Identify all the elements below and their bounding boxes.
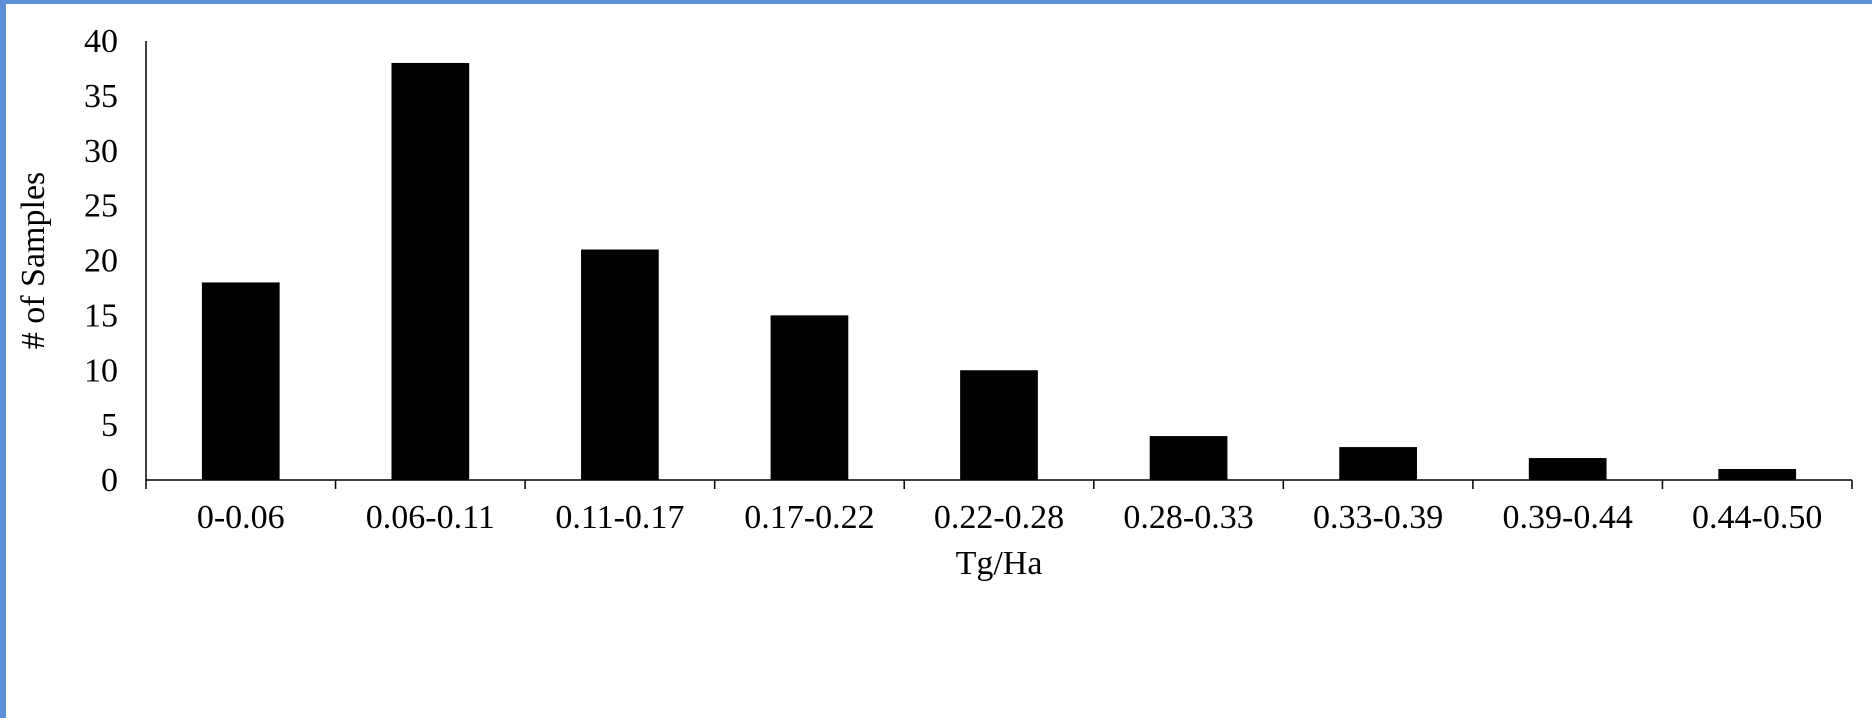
bar bbox=[770, 315, 849, 480]
y-tick-label: 0 bbox=[101, 462, 118, 499]
x-tick-labels: 0-0.06 0.06-0.11 0.11-0.17 0.17-0.22 0.22-0.… bbox=[197, 499, 1823, 536]
bar bbox=[581, 249, 659, 480]
bar bbox=[1528, 458, 1607, 480]
y-tick-label: 30 bbox=[84, 133, 118, 170]
y-tick-label: 10 bbox=[84, 352, 118, 389]
y-tick-labels: 0 5 10 15 20 25 30 35 40 bbox=[84, 23, 118, 499]
x-tick-label: 0-0.06 bbox=[197, 499, 285, 536]
bars bbox=[201, 62, 1797, 480]
x-tick-label: 0.28-0.33 bbox=[1123, 499, 1253, 536]
y-tick-label: 20 bbox=[84, 243, 118, 280]
x-tick-label: 0.06-0.11 bbox=[366, 499, 495, 536]
x-tick-label: 0.33-0.39 bbox=[1313, 499, 1443, 536]
bar bbox=[960, 370, 1038, 480]
x-tick-label: 0.39-0.44 bbox=[1503, 499, 1633, 536]
x-tick-label: 0.22-0.28 bbox=[934, 499, 1064, 536]
bar bbox=[1718, 469, 1797, 480]
y-tick-label: 25 bbox=[84, 188, 118, 225]
bar bbox=[201, 282, 280, 480]
x-tick-label: 0.17-0.22 bbox=[744, 499, 874, 536]
y-tick-label: 40 bbox=[84, 23, 118, 60]
bar-chart: 0 5 10 15 20 25 30 35 40 0-0.06 0.06-0.11 0.11-0.1… bbox=[15, 23, 1853, 582]
x-tick-label: 0.44-0.50 bbox=[1692, 499, 1822, 536]
y-tick-label: 15 bbox=[84, 297, 118, 334]
bar bbox=[391, 62, 470, 480]
bar bbox=[1149, 436, 1228, 480]
x-tick-label: 0.11-0.17 bbox=[555, 499, 684, 536]
y-tick-label: 35 bbox=[84, 78, 118, 115]
bar bbox=[1339, 447, 1417, 480]
x-axis-title: Tg/Ha bbox=[956, 545, 1043, 582]
y-tick-label: 5 bbox=[101, 407, 118, 444]
y-axis-title: # of Samples bbox=[15, 172, 52, 350]
